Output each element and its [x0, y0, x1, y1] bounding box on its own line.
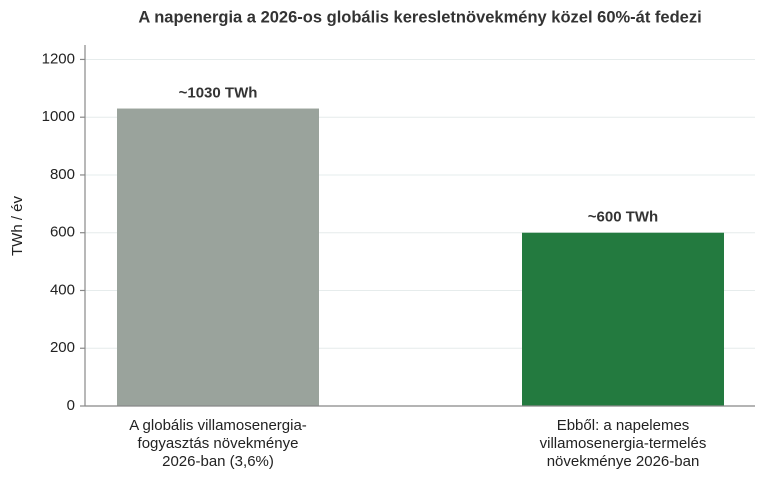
x-tick-label-line: 2026-ban (3,6%) — [162, 453, 274, 470]
y-axis-label: TWh / év — [9, 196, 26, 257]
x-tick-label-line: A globális villamosenergia- — [129, 417, 307, 434]
y-tick-label: 800 — [50, 166, 75, 183]
y-tick-label: 400 — [50, 281, 75, 298]
y-tick-label: 600 — [50, 224, 75, 241]
x-tick-label-line: növekménye 2026-ban — [547, 453, 700, 470]
bar — [522, 232, 724, 406]
y-tick-label: 1000 — [42, 108, 75, 125]
x-tick-label-line: Ebből: a napelemes — [557, 417, 690, 434]
y-tick-label: 1200 — [42, 50, 75, 67]
y-tick-label: 200 — [50, 339, 75, 356]
x-tick-label: Ebből: a napelemes villamosenergia-termel… — [540, 417, 707, 470]
x-tick-label-line: villamosenergia-termelés — [540, 435, 707, 452]
x-tick-label: A globális villamosenergia-fogyasztás nö… — [129, 417, 307, 470]
chart-title: A napenergia a 2026-os globális kereslet… — [138, 8, 701, 26]
bar — [117, 108, 319, 406]
value-label: ~1030 TWh — [179, 85, 258, 102]
x-tick-label-line: fogyasztás növekménye — [138, 435, 299, 452]
value-label: ~600 TWh — [588, 209, 658, 226]
y-tick-label: 0 — [67, 397, 75, 414]
